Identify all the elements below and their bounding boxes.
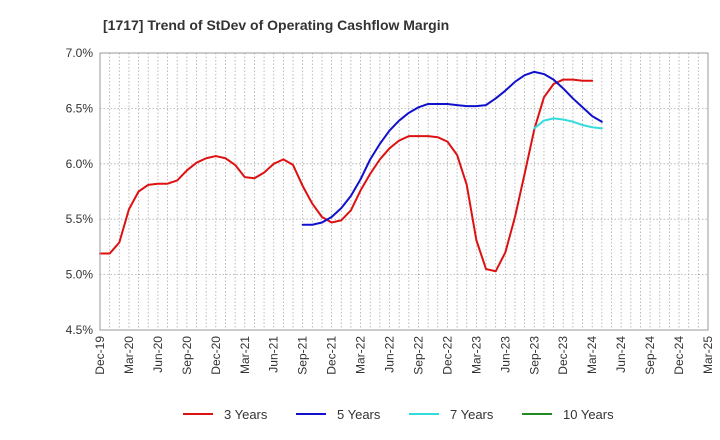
legend-label: 5 Years xyxy=(337,407,381,422)
y-tick-label: 4.5% xyxy=(66,323,94,337)
legend-label: 3 Years xyxy=(224,407,268,422)
y-tick-label: 6.0% xyxy=(66,157,94,171)
x-tick-label: Dec-21 xyxy=(325,336,339,375)
x-tick-label: Sep-22 xyxy=(411,336,425,375)
y-tick-label: 5.5% xyxy=(66,212,94,226)
series-line-7-years xyxy=(533,117,603,130)
series-lines xyxy=(99,70,603,273)
x-tick-label: Mar-22 xyxy=(354,336,368,374)
legend-label: 10 Years xyxy=(563,407,614,422)
plot-border xyxy=(99,52,709,331)
chart-title: [1717] Trend of StDev of Operating Cashf… xyxy=(103,17,449,33)
x-axis-ticks: Dec-19 Mar-20 Jun-20 Sep-20 Dec-20 Mar-21 Jun-… xyxy=(93,336,715,375)
x-tick-label: Mar-24 xyxy=(585,336,599,374)
y-tick-label: 5.0% xyxy=(66,268,94,282)
x-tick-label: Sep-20 xyxy=(180,336,194,375)
y-tick-label: 7.0% xyxy=(66,46,94,60)
series-line-5-years xyxy=(301,70,603,226)
x-tick-label: Dec-22 xyxy=(440,336,454,375)
x-tick-label: Jun-21 xyxy=(267,336,281,373)
x-tick-label: Jun-22 xyxy=(383,336,397,373)
y-axis-ticks: 7.0% 6.5% 6.0% 5.5% 5.0% 4.5% xyxy=(66,46,94,337)
plot-area xyxy=(100,53,708,330)
x-tick-label: Jun-20 xyxy=(151,336,165,373)
x-tick-label: Sep-23 xyxy=(527,336,541,375)
x-tick-label: Sep-24 xyxy=(643,336,657,375)
x-tick-label: Sep-21 xyxy=(296,336,310,375)
x-tick-label: Dec-20 xyxy=(209,336,223,375)
x-tick-label: Mar-20 xyxy=(122,336,136,374)
x-tick-label: Dec-19 xyxy=(93,336,107,375)
legend: 3 Years 5 Years 7 Years 10 Years xyxy=(183,407,614,422)
legend-label: 7 Years xyxy=(450,407,494,422)
series-line-3-years xyxy=(99,78,594,273)
x-tick-label: Jun-23 xyxy=(498,336,512,373)
x-tick-label: Dec-24 xyxy=(672,336,686,375)
y-tick-label: 6.5% xyxy=(66,101,94,115)
x-tick-label: Jun-24 xyxy=(614,336,628,373)
x-tick-label: Dec-23 xyxy=(556,336,570,375)
x-tick-label: Mar-25 xyxy=(701,336,715,374)
x-tick-label: Mar-21 xyxy=(238,336,252,374)
x-tick-label: Mar-23 xyxy=(469,336,483,374)
